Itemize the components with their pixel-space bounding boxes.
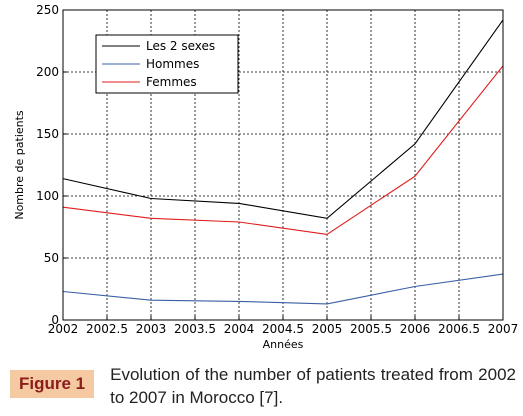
x-tick-label: 2006 bbox=[400, 322, 431, 336]
x-tick-label: 2006.5 bbox=[438, 322, 480, 336]
x-tick-label: 2004.5 bbox=[262, 322, 304, 336]
figure-label: Figure 1 bbox=[10, 370, 95, 398]
x-tick-label: 2004 bbox=[224, 322, 255, 336]
x-tick-label: 2003 bbox=[136, 322, 167, 336]
y-axis-title: Nombre de patients bbox=[13, 110, 26, 220]
figure-caption: Figure 1 Evolution of the number of pati… bbox=[10, 363, 516, 409]
series-line-les-2-sexes bbox=[62, 19, 504, 219]
x-tick-label: 2002.5 bbox=[86, 322, 128, 336]
figure-caption-text: Evolution of the number of patients trea… bbox=[110, 365, 516, 407]
y-axis-ticks: 0 50 100 150 200 250 bbox=[36, 3, 67, 327]
x-axis-ticks: 2002 2002.5 2003 2003.5 2004 2004.5 2005 2005.5… bbox=[48, 316, 519, 336]
legend: Les 2 sexes Hommes Femmes bbox=[95, 34, 239, 94]
y-tick-label: 100 bbox=[36, 189, 59, 203]
y-tick-label: 150 bbox=[36, 127, 59, 141]
series-lines bbox=[62, 19, 504, 305]
x-tick-label: 2003.5 bbox=[174, 322, 216, 336]
legend-label: Femmes bbox=[146, 75, 197, 89]
x-axis-title: Années bbox=[263, 338, 304, 351]
x-tick-label: 2007 bbox=[488, 322, 519, 336]
series-line-hommes bbox=[62, 273, 504, 305]
line-chart: 2002 2002.5 2003 2003.5 2004 2004.5 2005 2005.5… bbox=[13, 3, 519, 351]
legend-label: Les 2 sexes bbox=[146, 39, 215, 53]
y-tick-label: 200 bbox=[36, 65, 59, 79]
x-tick-label: 2005.5 bbox=[350, 322, 392, 336]
y-tick-label: 0 bbox=[51, 313, 59, 327]
series-line-femmes bbox=[62, 65, 504, 235]
x-tick-label: 2002 bbox=[48, 322, 79, 336]
y-tick-label: 50 bbox=[44, 251, 59, 265]
y-tick-label: 250 bbox=[36, 3, 59, 17]
x-tick-label: 2005 bbox=[312, 322, 343, 336]
legend-label: Hommes bbox=[146, 57, 199, 71]
